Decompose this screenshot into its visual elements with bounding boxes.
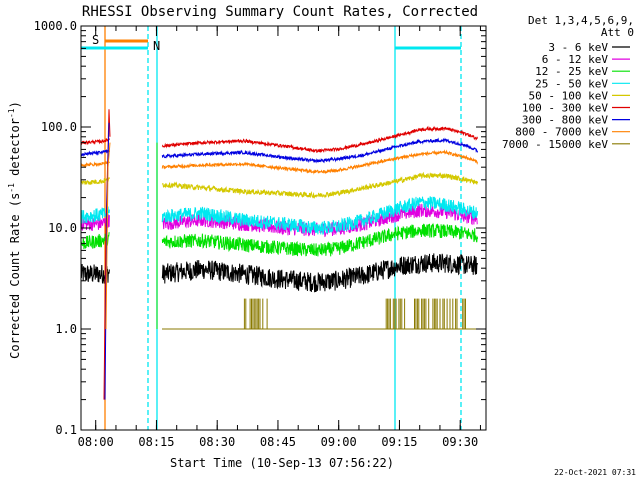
x-tick-label: 09:00: [321, 435, 357, 449]
y-tick-label: 1.0: [55, 322, 77, 336]
series-line: [80, 196, 479, 236]
y-axis-label-sup2: -1: [7, 108, 16, 118]
y-axis-label-end: ): [8, 101, 22, 108]
legend-label: 25 - 50 keV: [535, 77, 608, 90]
series-layer: [80, 26, 479, 430]
x-tick-label: 08:45: [260, 435, 296, 449]
legend-label: 50 - 100 keV: [529, 89, 609, 102]
series-7: [80, 149, 479, 175]
x-tick-label: 08:15: [138, 435, 174, 449]
series-6: [80, 137, 479, 164]
axes: 1000.0 100.0 10.0 1.0 0.108:00 08:15 08:30 08:4…: [34, 19, 487, 449]
x-tick-label: 09:15: [381, 435, 417, 449]
series-2: [80, 222, 479, 257]
legend-label: 12 - 25 keV: [535, 65, 608, 78]
y-tick-label: 100.0: [41, 120, 77, 134]
legend-label: 7000 - 15000 keV: [502, 138, 608, 151]
annotation-layer: S N: [92, 33, 160, 53]
legend-label: 100 - 300 keV: [522, 102, 608, 115]
series-5: [80, 125, 479, 154]
y-axis-label-main: Corrected Count Rate (s: [8, 193, 22, 359]
series-line: [80, 137, 479, 164]
series-line: [80, 125, 479, 154]
series-line: [80, 253, 479, 293]
footer-timestamp: 22-Oct-2021 07:31: [554, 468, 636, 477]
y-tick-label: 1000.0: [34, 19, 77, 33]
x-tick-label: 09:30: [442, 435, 478, 449]
series-line: [80, 149, 479, 175]
legend-label: 300 - 800 keV: [522, 114, 608, 127]
y-axis-label-mid: detector: [8, 118, 22, 183]
y-tick-label: 0.1: [55, 423, 77, 437]
legend-label: 3 - 6 keV: [548, 41, 608, 54]
series-line: [80, 222, 479, 257]
series-0: [80, 253, 479, 293]
series-3: [80, 196, 479, 236]
annotation-n: N: [153, 39, 160, 53]
y-tick-label: 10.0: [48, 221, 77, 235]
series-4: [80, 171, 479, 199]
legend-label: 6 - 12 keV: [542, 53, 609, 66]
y-axis-label-sup1: -1: [7, 183, 16, 193]
x-tick-label: 08:30: [199, 435, 235, 449]
x-axis-label: Start Time (10-Sep-13 07:56:22): [170, 456, 394, 470]
series-8: [162, 298, 478, 330]
legend-header-line1: Det 1,3,4,5,6,9,: [528, 14, 634, 27]
rise-spike-blue: [104, 122, 110, 400]
legend-header-line2: Att 0: [601, 26, 634, 39]
series-line: [80, 171, 479, 199]
x-tick-label: 08:00: [78, 435, 114, 449]
chart-title: RHESSI Observing Summary Count Rates, Co…: [82, 4, 478, 20]
y-axis-label: Corrected Count Rate (s-1 detector-1): [7, 101, 22, 359]
legend-label: 800 - 7000 keV: [515, 126, 608, 139]
rise-spike-orange: [105, 142, 111, 330]
annotation-s: S: [92, 33, 99, 47]
